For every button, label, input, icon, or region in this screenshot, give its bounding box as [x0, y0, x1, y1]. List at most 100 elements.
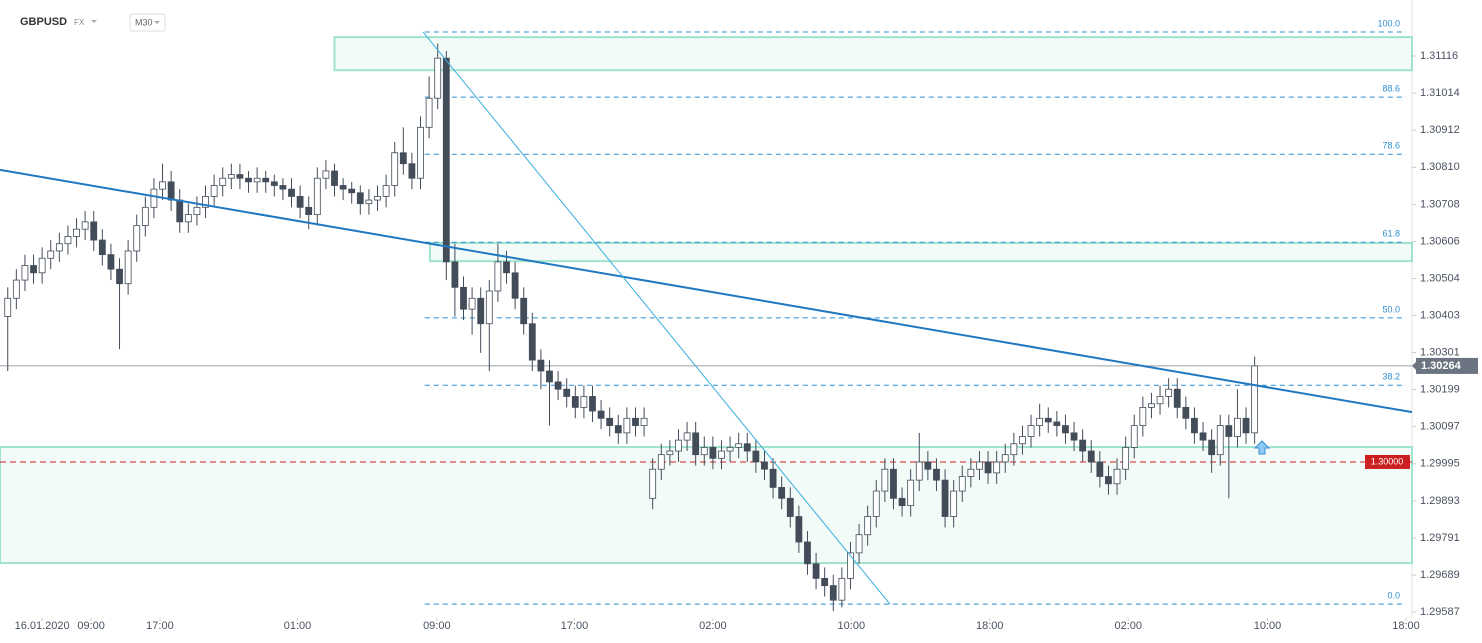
x-tick-label: 18:00: [976, 620, 1004, 632]
candle-body: [262, 177, 270, 183]
y-tick-label: 1.29791: [1420, 532, 1460, 544]
candle-body: [1165, 388, 1173, 397]
fib-label: 78.6: [1382, 141, 1400, 151]
y-tick-label: 1.31116: [1420, 50, 1458, 62]
candle-body: [847, 552, 854, 579]
candle-body: [227, 174, 235, 179]
y-tick-label: 1.30912: [1420, 124, 1460, 136]
candle-body: [1130, 425, 1138, 448]
y-tick-label: 1.29689: [1420, 569, 1460, 581]
candle-body: [202, 196, 209, 208]
candle-body: [976, 461, 983, 470]
candle-body: [700, 447, 708, 456]
candle-body: [98, 239, 106, 256]
y-tick-label: 1.30301: [1420, 346, 1460, 358]
candle-body: [924, 461, 932, 470]
zone: [0, 446, 1413, 565]
candle-body: [442, 57, 450, 263]
candle-body: [12, 279, 20, 299]
y-tick-label: 1.30504: [1420, 273, 1460, 285]
candle-body: [872, 490, 880, 517]
candle-body: [159, 181, 166, 190]
candle-body: [322, 170, 330, 179]
candle-body: [1156, 396, 1164, 405]
last-price-pointer: [1412, 360, 1417, 371]
x-tick-label: 01:00: [284, 620, 312, 632]
interval-select[interactable]: [129, 13, 166, 32]
interval: M30: [135, 17, 153, 27]
candle-body: [296, 196, 304, 208]
candle-body: [967, 468, 975, 477]
candle-body: [683, 432, 691, 441]
candle-body: [804, 541, 811, 565]
candle-body: [838, 577, 846, 601]
candle-body: [245, 177, 252, 183]
candle-body: [692, 432, 700, 456]
candle-body: [666, 450, 674, 456]
y-tick-label: 1.30606: [1420, 235, 1460, 247]
candle-body: [649, 468, 657, 499]
candle-body: [485, 290, 493, 325]
y-tick-label: 1.29893: [1420, 495, 1460, 507]
candle-body: [1122, 447, 1130, 470]
x-tick-label: 17:00: [561, 620, 589, 632]
candle-body: [81, 221, 89, 230]
y-tick-label: 1.30199: [1420, 383, 1460, 395]
candle-body: [1087, 450, 1095, 463]
candle-body: [176, 199, 184, 223]
level-label-box: [1365, 454, 1410, 469]
x-tick-label: 10:00: [1254, 620, 1282, 632]
candle-body: [417, 126, 424, 179]
symbol: GBPUSD: [20, 16, 67, 28]
candle-body: [1053, 421, 1061, 426]
candle-body: [141, 206, 149, 226]
candle-body: [1251, 365, 1259, 434]
candle-body: [460, 286, 467, 310]
candle-body: [881, 468, 889, 492]
candle-body: [898, 497, 906, 507]
y-tick-label: 1.30810: [1420, 161, 1460, 173]
candle-body: [1027, 425, 1035, 437]
candle-body: [855, 534, 863, 554]
zone: [333, 36, 1413, 72]
candle-body: [107, 254, 115, 270]
candle-body: [339, 185, 347, 190]
candle-body: [1139, 406, 1147, 426]
candle-body: [1113, 468, 1121, 485]
candle-body: [941, 479, 949, 517]
last-price-box: [1416, 357, 1478, 374]
candle-body: [718, 450, 725, 459]
candle-body: [778, 487, 786, 499]
candle-body: [546, 370, 553, 383]
fib-label: 88.6: [1382, 83, 1400, 93]
candle-body: [90, 221, 98, 241]
fib-label: 0.0: [1387, 591, 1400, 601]
y-tick-label: 1.30097: [1420, 421, 1460, 433]
candle-body: [752, 450, 760, 463]
y-tick-label: 1.29587: [1420, 606, 1460, 618]
candle-body: [399, 152, 407, 165]
candle-body: [47, 250, 55, 259]
interval-dropdown: [154, 21, 160, 24]
candle-body: [253, 177, 261, 183]
candle-body: [279, 185, 287, 190]
candle-body: [116, 268, 123, 285]
candle-body: [494, 261, 502, 292]
candle-body: [571, 396, 579, 408]
candle-body: [1062, 425, 1069, 434]
candle-body: [193, 206, 201, 216]
candle-body: [614, 425, 622, 434]
candle-body: [21, 265, 29, 281]
candle-body: [150, 188, 158, 208]
candle-body: [743, 443, 751, 452]
candle-body: [675, 439, 682, 452]
candle-body: [1242, 417, 1250, 434]
market: FX: [74, 18, 85, 27]
last-price-label: 1.30264: [1421, 360, 1462, 372]
market-dropdown[interactable]: [91, 20, 97, 23]
candle-body: [1001, 454, 1009, 463]
candle-body: [219, 177, 227, 186]
candle-body: [812, 563, 820, 579]
x-tick-label: 18:00: [1392, 620, 1420, 632]
